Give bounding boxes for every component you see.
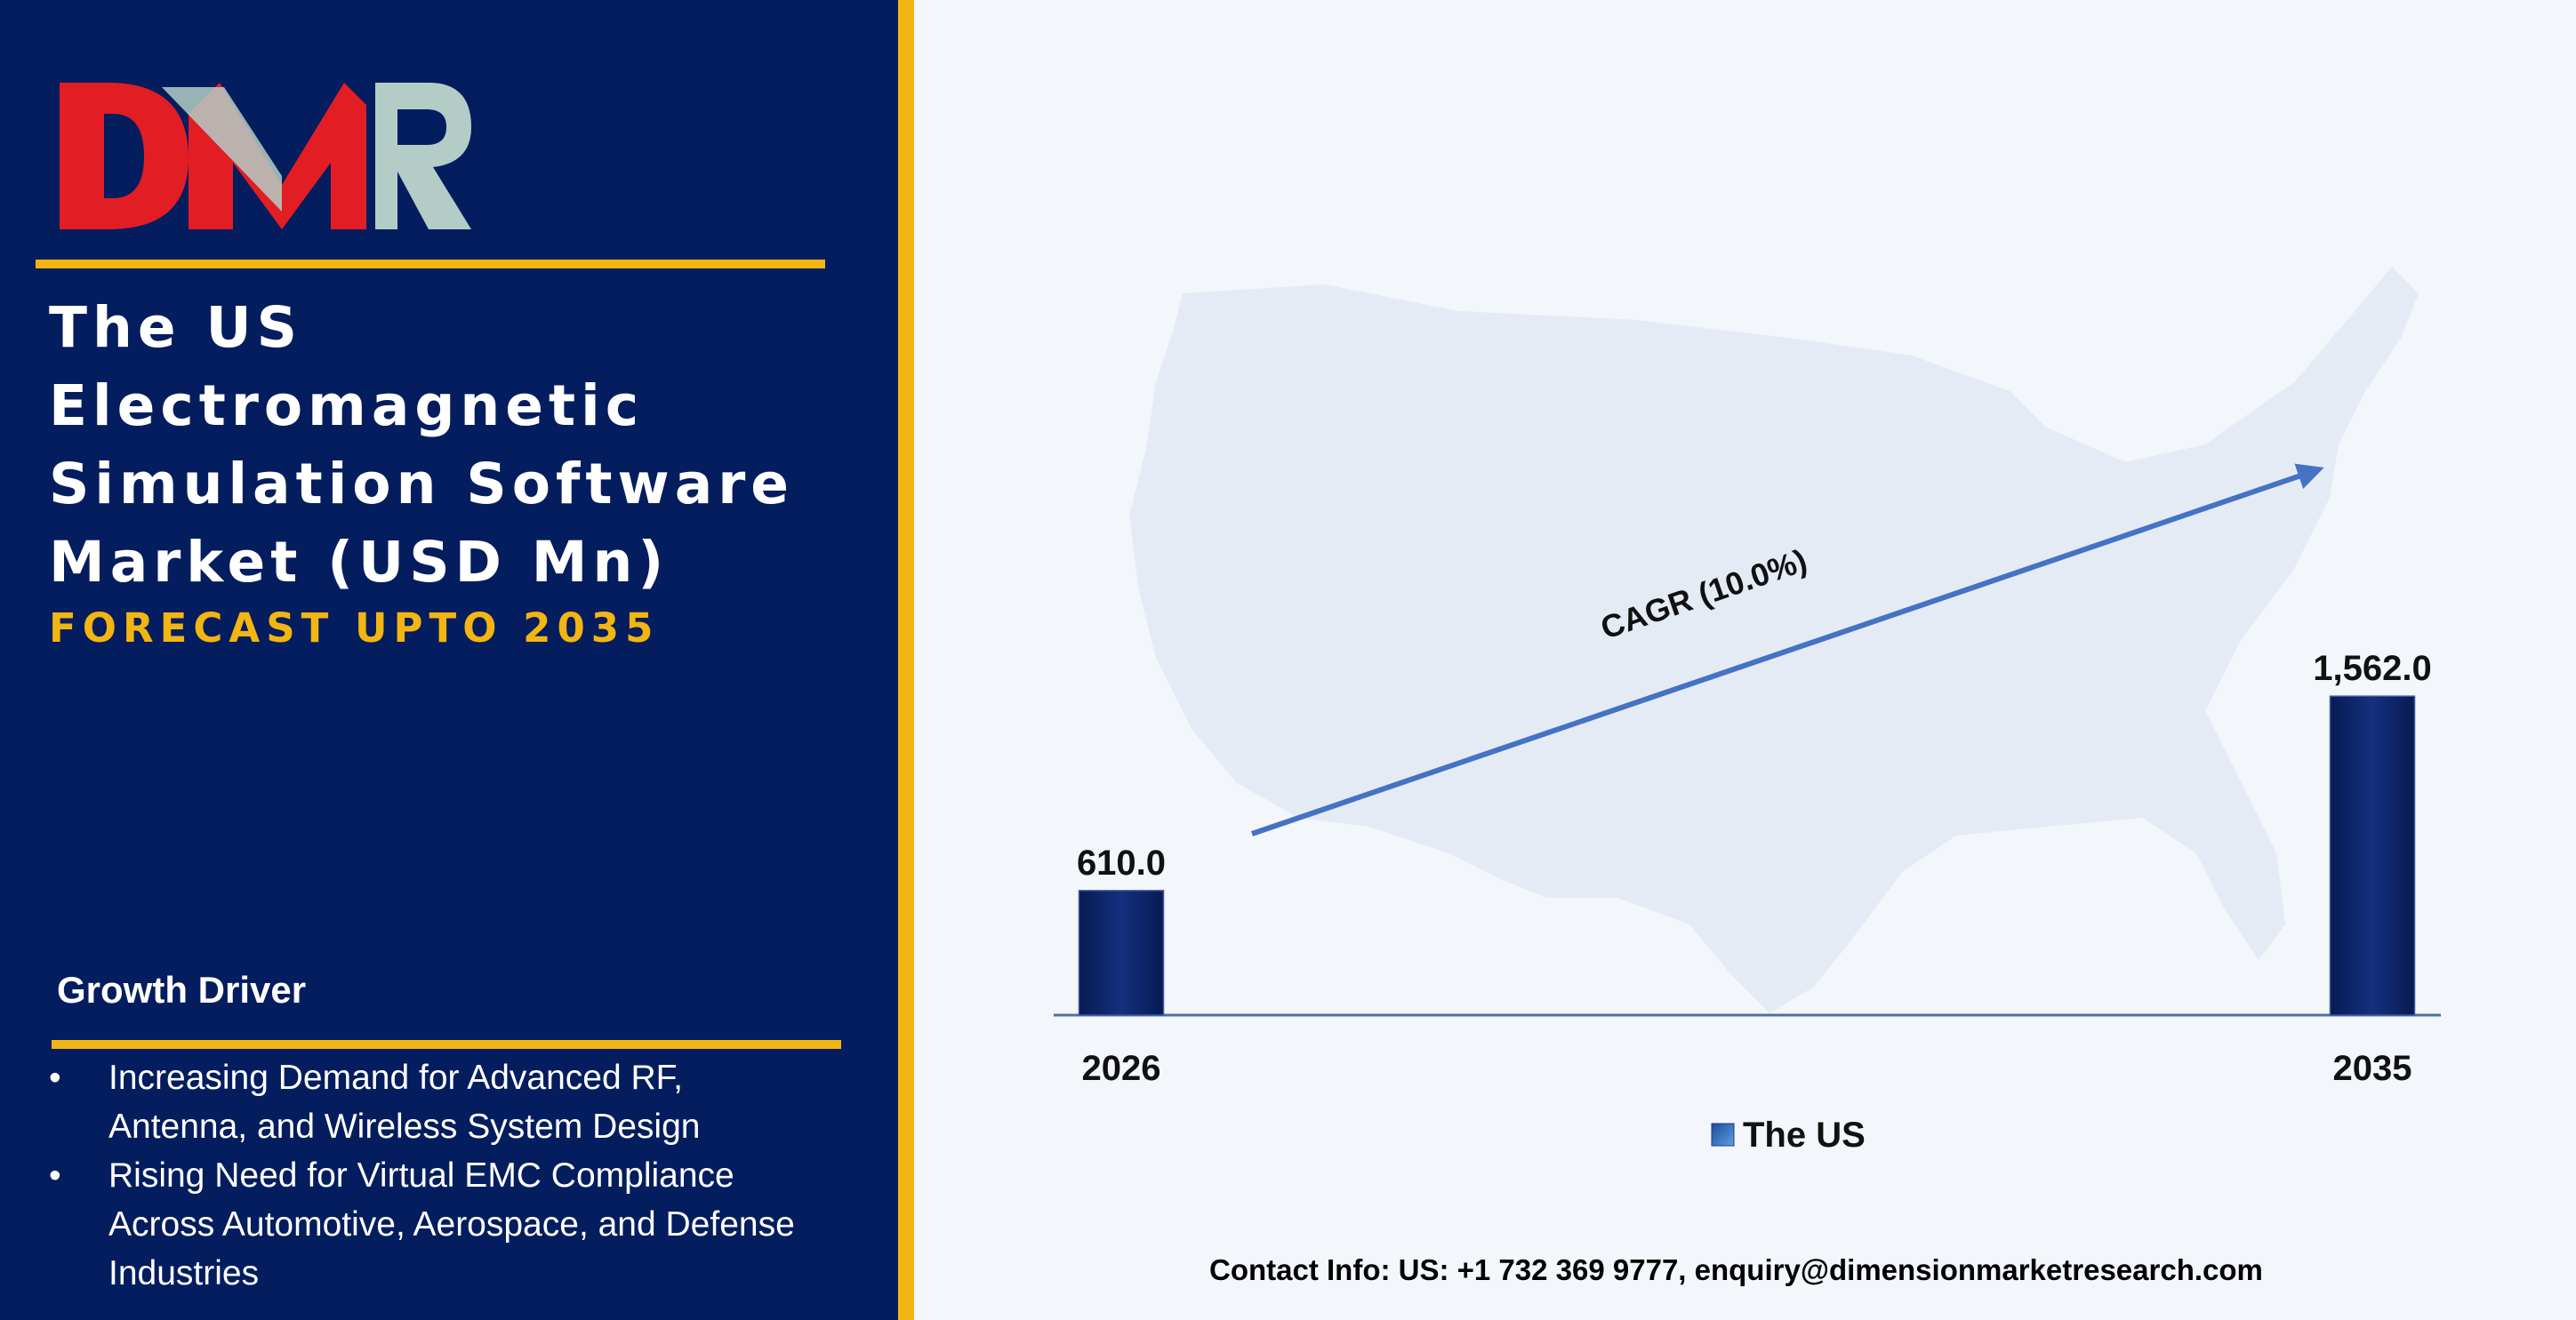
data-label-2035: 1,562.0 <box>2313 649 2431 688</box>
title-line: The US <box>49 295 303 360</box>
driver-line: Increasing Demand for Advanced RF, <box>108 1059 684 1097</box>
gold-divider-stripe <box>898 0 914 1320</box>
driver-line: Industries <box>108 1254 260 1292</box>
bar-2035 <box>2329 695 2416 1016</box>
us-map-background <box>1129 267 2419 1013</box>
growth-driver-item: • Rising Need for Virtual EMC Compliance… <box>49 1151 867 1298</box>
legend-label: The US <box>1743 1116 1866 1155</box>
dmr-logo <box>60 83 471 229</box>
logo-underline <box>36 260 825 268</box>
growth-driver-underline <box>52 1040 841 1049</box>
bullet: • <box>49 1059 61 1097</box>
legend-swatch <box>1711 1123 1735 1147</box>
title-line: Electromagnetic <box>49 373 645 438</box>
x-tick-label-2035: 2035 <box>2333 1049 2412 1088</box>
growth-driver-item: • Increasing Demand for Advanced RF, Ant… <box>49 1053 867 1151</box>
driver-line: Across Automotive, Aerospace, and Defens… <box>108 1205 795 1244</box>
growth-driver-list: • Increasing Demand for Advanced RF, Ant… <box>49 1053 867 1298</box>
bar-2026 <box>1078 890 1165 1016</box>
contact-info: Contact Info: US: +1 732 369 9777, enqui… <box>1209 1253 2263 1286</box>
driver-line: Antenna, and Wireless System Design <box>108 1108 701 1146</box>
page-title: The US Electromagnetic Simulation Softwa… <box>49 289 876 602</box>
x-tick-label-2026: 2026 <box>1082 1049 1161 1088</box>
data-label-2026: 610.0 <box>1077 844 1166 883</box>
driver-line: Rising Need for Virtual EMC Compliance <box>108 1156 734 1195</box>
cagr-arrow <box>1251 463 2324 836</box>
title-line: Simulation Software <box>49 452 795 516</box>
title-line: Market (USD Mn) <box>49 530 670 595</box>
growth-driver-heading: Growth Driver <box>57 969 307 1011</box>
bullet: • <box>49 1156 61 1195</box>
bars: 610.0 2026 1,562.0 2035 <box>1077 649 2432 1088</box>
forecast-subtitle: FORECAST UPTO 2035 <box>49 604 660 652</box>
